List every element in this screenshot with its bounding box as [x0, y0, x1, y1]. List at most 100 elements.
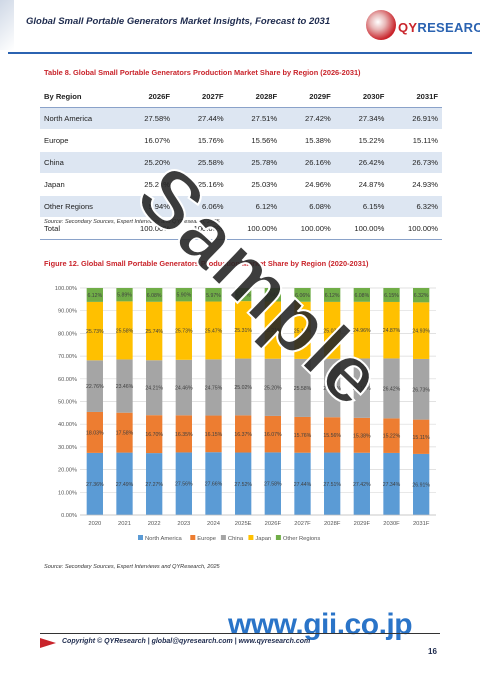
bar-segment — [205, 301, 222, 360]
chart-svg: 0.00% 10.00% 20.00% 30.00% 40.00% 50.00% 60.00… — [55, 286, 436, 542]
data-label: 15.56% — [323, 433, 341, 439]
bar-segment — [86, 301, 103, 361]
y-tick-label: 60.00% — [58, 377, 77, 383]
bar-segment — [116, 359, 133, 413]
data-label: 16.35% — [175, 432, 193, 438]
legend-label: Japan — [255, 536, 271, 542]
table-cell: 25.20% — [120, 151, 174, 174]
table-row: North America 27.58% 27.44% 27.51% 27.42% 27.… — [40, 107, 442, 130]
data-label: 6.08% — [147, 293, 162, 299]
x-tick-label: 2024 — [207, 521, 221, 527]
data-label: 25.58% — [294, 386, 312, 392]
table-row-label: Other Regions — [40, 195, 121, 218]
bar-segment — [146, 360, 163, 416]
y-tick-label: 10.00% — [58, 490, 77, 496]
data-label: 15.76% — [294, 433, 312, 439]
data-label: 24.87% — [383, 328, 401, 334]
data-label: 16.70% — [145, 432, 163, 438]
data-label: 25.47% — [205, 328, 223, 334]
bar-segment — [294, 416, 311, 453]
data-label: 26.16% — [353, 386, 371, 392]
x-tick-label: 2020 — [88, 521, 101, 527]
qyresearch-logo-icon — [366, 10, 396, 40]
x-tick-label: 2021 — [118, 521, 131, 527]
bar-segment — [324, 452, 341, 515]
bar-segment — [146, 415, 163, 454]
table-cell: 100.00% — [120, 217, 174, 240]
table-row-label: Total — [40, 217, 121, 240]
data-label: 25.16% — [294, 328, 312, 334]
table-cell: 27.34% — [334, 107, 389, 130]
bar-segment — [324, 288, 341, 302]
table-cell: 15.56% — [227, 129, 282, 152]
legend-label: Other Regions — [283, 536, 320, 542]
table-column-header: 2028F — [227, 86, 282, 108]
table-row: Europe 16.07% 15.76% 15.56% 15.38% 15.22% 15.1… — [40, 129, 442, 152]
x-tick-label: 2028F — [324, 521, 341, 527]
table-cell: 6.06% — [173, 195, 228, 218]
table-cell: 27.58% — [120, 107, 174, 130]
data-label: 27.49% — [116, 482, 134, 488]
data-label: 27.44% — [294, 482, 312, 488]
data-label: 17.58% — [116, 431, 134, 437]
table-header-row: By Region 2026F 2027F 2028F 2029F 2030F 2031F — [40, 86, 442, 108]
bar-segment — [383, 288, 400, 302]
gii-watermark-link[interactable]: www.gii.co.jp — [228, 608, 413, 641]
table-column-header: 2029F — [281, 86, 335, 108]
bar-segment — [294, 288, 311, 302]
table-cell: 25.21% — [120, 173, 174, 196]
table-cell: 6.32% — [388, 195, 442, 218]
table-row: China 25.20% 25.58% 25.78% 26.16% 26.42% 26.73… — [40, 151, 442, 174]
data-label: 25.21% — [264, 328, 282, 334]
table-cell: 100.00% — [227, 217, 282, 240]
bar-segment — [235, 301, 252, 359]
table-row: Japan 25.21% 25.16% 25.03% 24.96% 24.87% 24.93… — [40, 173, 442, 196]
bar-segment — [413, 419, 430, 454]
legend-label: North America — [145, 536, 183, 542]
stacked-bar-chart: 0.00% 10.00% 20.00% 30.00% 40.00% 50.00% 60.00… — [40, 280, 440, 552]
x-tick-label: 2022 — [148, 521, 161, 527]
bar-segment — [116, 412, 133, 453]
bar-segment — [86, 452, 103, 515]
data-label: 6.15% — [384, 293, 399, 299]
table-cell: 100.00% — [173, 217, 228, 240]
bar-segment — [324, 358, 341, 418]
bar-segment — [205, 452, 222, 515]
data-label: 6.08% — [354, 293, 369, 299]
bar-segment — [146, 301, 163, 361]
y-tick-label: 70.00% — [58, 354, 77, 360]
data-label: 24.46% — [175, 386, 193, 392]
table-row-label: North America — [40, 107, 121, 130]
table-cell: 5.94% — [120, 195, 174, 218]
bar-segment — [235, 358, 252, 416]
data-label: 6.32% — [414, 293, 429, 299]
bar-segment — [146, 288, 163, 302]
data-label: 25.02% — [234, 385, 252, 391]
x-tick-label: 2027F — [294, 521, 311, 527]
data-label: 24.93% — [412, 329, 430, 335]
table-cell: 15.76% — [173, 129, 228, 152]
data-label: 18.03% — [86, 430, 104, 436]
bar-segment — [383, 301, 400, 359]
data-label: 27.51% — [323, 482, 341, 488]
data-label: 16.15% — [205, 432, 223, 438]
table-cell: 27.44% — [173, 107, 228, 130]
bar-segment — [175, 452, 192, 515]
table-cell: 25.58% — [173, 151, 228, 174]
data-label: 26.73% — [412, 387, 430, 393]
data-label: 15.38% — [353, 433, 371, 439]
data-label: 25.74% — [145, 329, 163, 335]
x-tick-label: 2031F — [413, 521, 430, 527]
data-label: 24.75% — [205, 385, 223, 391]
bar-segment — [264, 415, 281, 453]
bar-segment — [175, 359, 192, 416]
y-tick-label: 0.00% — [61, 513, 77, 519]
table-column-header: 2027F — [173, 86, 228, 108]
data-label: 24.96% — [353, 328, 371, 334]
y-tick-label: 80.00% — [58, 331, 77, 337]
table-cell: 26.73% — [388, 151, 442, 174]
data-label: 27.56% — [175, 482, 193, 488]
data-label: 27.52% — [234, 482, 252, 488]
data-label: 25.78% — [323, 386, 341, 392]
table-cell: 15.11% — [388, 129, 442, 152]
